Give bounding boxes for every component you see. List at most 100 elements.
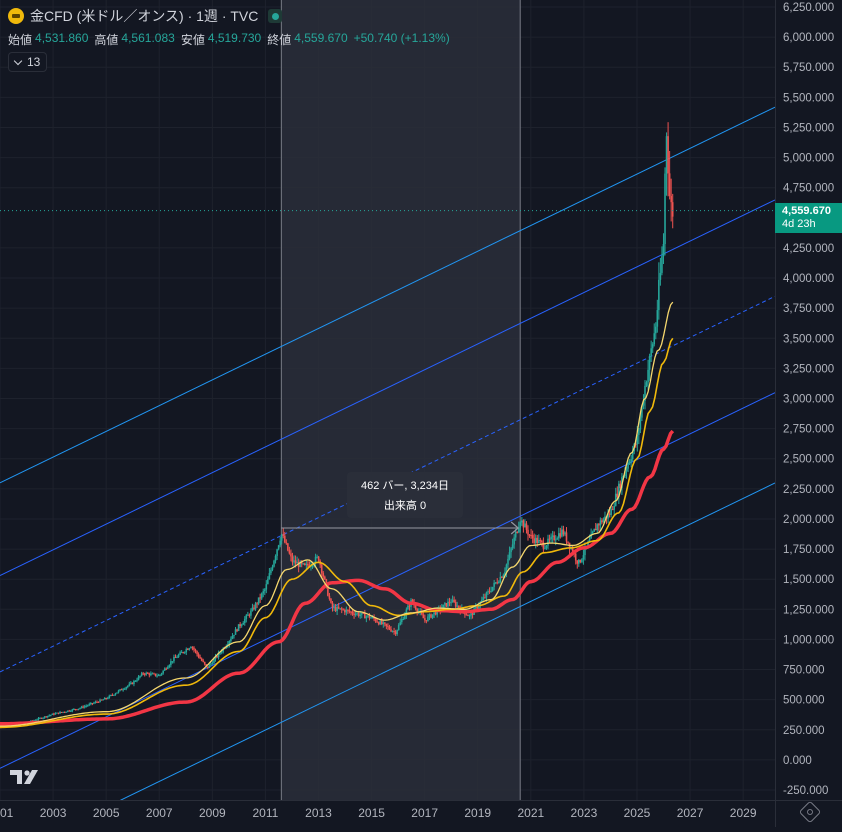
candle bbox=[428, 613, 431, 621]
candle bbox=[182, 651, 184, 654]
price-tick-label: 5,250.000 bbox=[783, 122, 834, 134]
candle bbox=[616, 486, 619, 500]
candle bbox=[111, 693, 114, 697]
candle bbox=[142, 671, 144, 676]
price-tick-label: 5,750.000 bbox=[783, 62, 834, 74]
candle bbox=[451, 595, 454, 603]
candle bbox=[596, 523, 599, 534]
price-tick-label: 0.000 bbox=[783, 755, 812, 767]
candle bbox=[245, 613, 248, 623]
candle bbox=[296, 556, 298, 564]
price-tick-label: 3,750.000 bbox=[783, 303, 834, 315]
candle bbox=[280, 533, 283, 545]
candle bbox=[183, 651, 186, 655]
time-tick-label: 2009 bbox=[199, 806, 226, 820]
candle bbox=[230, 636, 232, 644]
candle bbox=[484, 593, 486, 599]
market-status-icon[interactable] bbox=[268, 9, 283, 23]
time-axis[interactable]: 2001 2003 2005 2007 2009 2011 2013 2015 2017 2019… bbox=[0, 806, 757, 820]
moving-average-fast bbox=[0, 301, 674, 727]
candle bbox=[170, 658, 172, 668]
chevron-down-icon bbox=[13, 56, 23, 65]
candle bbox=[166, 665, 169, 670]
candle bbox=[196, 650, 198, 657]
candle bbox=[337, 602, 340, 610]
candle bbox=[208, 663, 211, 669]
candle bbox=[333, 603, 335, 612]
candle bbox=[611, 506, 614, 511]
candle bbox=[544, 544, 546, 550]
candle bbox=[239, 622, 241, 629]
candle bbox=[187, 647, 189, 651]
candle bbox=[139, 675, 141, 679]
candle bbox=[123, 687, 126, 690]
candle bbox=[564, 531, 566, 537]
candle bbox=[578, 559, 580, 567]
candle bbox=[293, 555, 295, 567]
candle bbox=[39, 717, 41, 719]
candle bbox=[507, 554, 509, 569]
candle bbox=[263, 588, 266, 596]
candle bbox=[314, 553, 317, 567]
candle bbox=[505, 563, 508, 578]
candle bbox=[80, 705, 83, 709]
open-value: 4,531.860 bbox=[35, 31, 89, 45]
candle bbox=[322, 571, 325, 581]
candle bbox=[519, 521, 522, 533]
price-axis[interactable]: 6,250.000 6,000.000 5,750.000 5,500.000 5,25… bbox=[783, 2, 834, 797]
candle bbox=[598, 522, 600, 532]
plot-area bbox=[0, 0, 775, 800]
candle bbox=[194, 648, 197, 654]
time-tick-label: 2015 bbox=[358, 806, 385, 820]
candle bbox=[534, 534, 537, 549]
candle bbox=[433, 612, 435, 618]
candle bbox=[541, 539, 543, 547]
price-tick-label: 5,000.000 bbox=[783, 153, 834, 165]
tradingview-logo-icon[interactable] bbox=[10, 768, 42, 786]
candle bbox=[202, 658, 204, 663]
candle bbox=[126, 685, 129, 689]
candle bbox=[348, 606, 351, 614]
candle bbox=[90, 702, 92, 706]
candle bbox=[106, 696, 109, 700]
candle bbox=[236, 628, 238, 633]
price-tick-label: -250.000 bbox=[783, 785, 828, 797]
ohlc-values: 始値 4,531.860 高値 4,561.083 安値 4,519.730 終… bbox=[8, 31, 450, 48]
candle bbox=[48, 714, 51, 717]
candle bbox=[550, 533, 552, 543]
candle bbox=[388, 624, 391, 631]
candle bbox=[562, 525, 565, 537]
candle bbox=[285, 539, 288, 545]
candle bbox=[645, 380, 648, 388]
candles bbox=[0, 122, 674, 729]
indicators-toggle-button[interactable]: 13 bbox=[8, 52, 48, 72]
candle bbox=[233, 634, 235, 639]
candle bbox=[267, 576, 269, 585]
candle bbox=[653, 323, 656, 347]
candle bbox=[270, 567, 272, 576]
symbol-title[interactable]: 金CFD (米ドル／オンス) · 1週 · TVC bbox=[30, 8, 259, 24]
candle bbox=[545, 545, 548, 550]
candle bbox=[447, 598, 449, 610]
candle bbox=[51, 713, 54, 715]
candle bbox=[36, 718, 38, 722]
candle bbox=[537, 534, 540, 544]
candle bbox=[37, 717, 40, 721]
candle bbox=[108, 694, 111, 699]
candle bbox=[516, 531, 519, 534]
candle bbox=[340, 606, 343, 614]
candle bbox=[556, 536, 559, 540]
candle bbox=[317, 555, 320, 562]
candle bbox=[193, 646, 195, 653]
candle bbox=[74, 708, 77, 711]
candle bbox=[385, 623, 388, 630]
candle bbox=[262, 588, 265, 598]
time-tick-label: 2029 bbox=[730, 806, 757, 820]
candle bbox=[334, 604, 337, 613]
candle bbox=[85, 704, 88, 708]
candle bbox=[444, 602, 446, 608]
candle bbox=[553, 531, 555, 542]
price-tick-label: 4,000.000 bbox=[783, 273, 834, 285]
